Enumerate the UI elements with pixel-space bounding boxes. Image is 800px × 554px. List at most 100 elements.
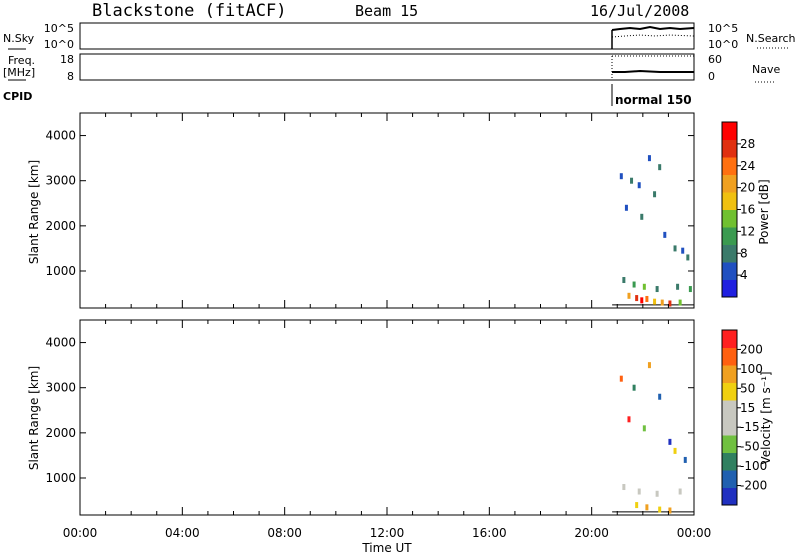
power-panel: 4000 3000 2000 1000 Slant Range [km] 28 24 20… [27, 112, 771, 309]
pp-data-cell [653, 191, 657, 198]
pp-data-cell [663, 231, 667, 238]
station-title: Blackstone (fitACF) [92, 1, 286, 21]
velocity-colorbar-segment [722, 400, 737, 418]
velocity-data-layer [612, 362, 694, 514]
velocity-colorbar-tick-label: 15 [740, 401, 755, 415]
vp-ytick-label: 4000 [45, 336, 76, 350]
vp-data-cell [673, 447, 677, 454]
power-ylabel: Slant Range [km] [27, 160, 41, 264]
noise-right-label: N.Search [746, 32, 796, 45]
velocity-colorbar-segment [722, 435, 737, 453]
pp-data-cell [668, 300, 672, 307]
velocity-colorbar-segment [722, 487, 737, 506]
pp-data-cell [673, 245, 677, 252]
velocity-colorbar-segment [722, 330, 737, 348]
xaxis-tick-label: 04:00 [165, 526, 200, 540]
pp-data-cell [632, 281, 636, 288]
velocity-colorbar-tick-label: 50 [740, 381, 755, 395]
vp-data-cell [622, 484, 626, 491]
freq-tick-bottom: 8 [67, 70, 74, 83]
pp-ytick-label: 2000 [45, 219, 76, 233]
power-colorbar-tick-label: 4 [740, 268, 748, 282]
pp-data-cell [622, 277, 626, 284]
power-colorbar-tick-label: 16 [740, 203, 755, 217]
noise-right-tick-top: 10^5 [708, 22, 738, 35]
velocity-colorbar-tick-label: -50 [740, 440, 760, 454]
pp-data-cell [640, 297, 644, 304]
noise-left-label: N.Sky [3, 32, 35, 45]
power-colorbar-label: Power [dB] [757, 179, 771, 244]
velocity-colorbar-segment [722, 452, 737, 471]
velocity-colorbar-tick-label: -15 [740, 420, 760, 434]
noise-search-line [611, 34, 695, 38]
pp-data-cell [676, 283, 680, 290]
freq-label-line2: [MHz] [3, 66, 35, 79]
frequency-panel: Freq. [MHz] 18 8 60 0 Nave [3, 53, 780, 83]
vp-data-cell [658, 506, 662, 513]
pp-data-cell [660, 299, 664, 306]
noise-right-tick-bottom: 10^0 [708, 38, 738, 51]
pp-data-cell [619, 173, 623, 180]
power-colorbar-tick-label: 24 [740, 159, 755, 173]
vp-data-cell [627, 416, 631, 423]
power-colorbar-segment [722, 139, 737, 158]
xaxis-tick-label: 00:00 [677, 526, 712, 540]
pp-data-cell [686, 254, 690, 261]
velocity-colorbar-segment [722, 365, 737, 383]
velocity-colorbar-segment [722, 382, 737, 401]
xaxis-tick-label: 20:00 [574, 526, 609, 540]
date-title: 16/Jul/2008 [590, 2, 689, 20]
velocity-ylabel: Slant Range [km] [27, 366, 41, 470]
noise-tick-top: 10^5 [44, 22, 74, 35]
pp-data-cell [658, 164, 662, 171]
beam-title: Beam 15 [355, 2, 418, 20]
vp-ytick-label: 2000 [45, 426, 76, 440]
vp-data-cell [658, 393, 662, 400]
pp-ytick-label: 1000 [45, 264, 76, 278]
vp-data-cell [637, 488, 641, 495]
freq-tick-top: 18 [60, 53, 74, 66]
vp-ytick-label: 1000 [45, 471, 76, 485]
velocity-panel: 4000 3000 2000 1000 Slant Range [km] 200 100… [27, 319, 773, 516]
velocity-colorbar-tick-label: -100 [740, 459, 767, 473]
velocity-colorbar-tick-label: -200 [740, 479, 767, 493]
power-colorbar-segment [722, 192, 737, 210]
power-colorbar-segment [722, 227, 737, 245]
velocity-colorbar-segment [722, 470, 737, 488]
nave-label: Nave [752, 63, 780, 76]
pp-data-cell [640, 213, 644, 220]
pp-data-cell [681, 247, 685, 254]
power-colorbar-tick-label: 20 [740, 181, 755, 195]
velocity-colorbar-tick-label: 200 [740, 342, 763, 356]
vp-data-cell [647, 362, 651, 369]
power-colorbar-segment [722, 279, 737, 298]
pp-data-cell [647, 155, 651, 162]
pp-data-cell [642, 283, 646, 290]
xaxis-tick-label: 12:00 [370, 526, 405, 540]
velocity-colorbar-tick-label: 100 [740, 362, 763, 376]
power-colorbar-segment [722, 174, 737, 193]
pp-ytick-label: 4000 [45, 129, 76, 143]
pp-data-cell [655, 286, 659, 293]
nave-tick-bottom: 0 [708, 70, 715, 83]
cpid-mode: normal 150 [615, 93, 692, 107]
xaxis-tick-label: 16:00 [472, 526, 507, 540]
power-colorbar-tick-label: 12 [740, 224, 755, 238]
pp-data-cell [678, 299, 682, 306]
xaxis-tick-label: 08:00 [267, 526, 302, 540]
pp-data-cell [630, 177, 634, 184]
xaxis-label: Time UT [361, 541, 412, 554]
vp-data-cell [645, 504, 649, 511]
vp-ytick-label: 3000 [45, 381, 76, 395]
xaxis-tick-label: 00:00 [63, 526, 98, 540]
velocity-colorbar-segment [722, 347, 737, 366]
power-colorbar-tick-label: 28 [740, 137, 755, 151]
nave-tick-top: 60 [708, 53, 722, 66]
vp-data-cell [635, 502, 639, 509]
pp-data-cell [645, 295, 649, 302]
power-colorbar-segment [722, 157, 737, 175]
power-colorbar-segment [722, 209, 737, 228]
velocity-colorbar-label: Velocity [m s⁻¹] [759, 371, 773, 464]
vp-data-cell [642, 425, 646, 432]
